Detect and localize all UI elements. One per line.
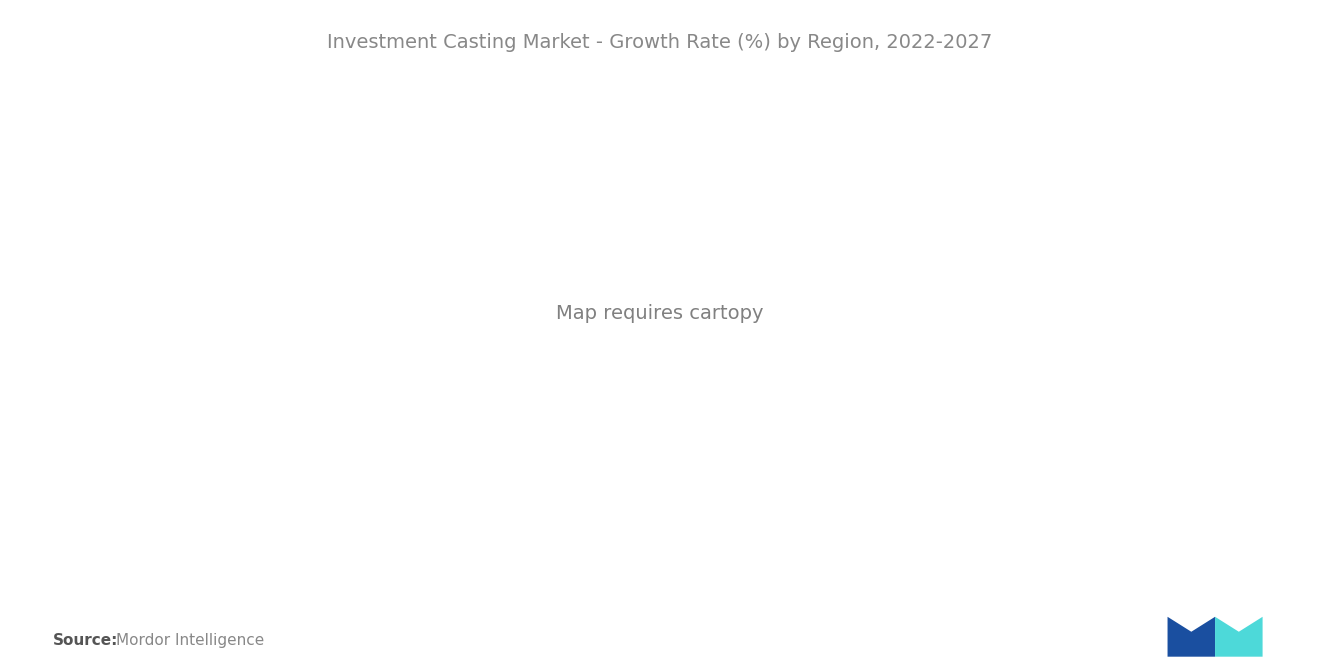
Text: Source:: Source: — [53, 633, 119, 648]
Text: Investment Casting Market - Growth Rate (%) by Region, 2022-2027: Investment Casting Market - Growth Rate … — [327, 33, 993, 53]
Text: Map requires cartopy: Map requires cartopy — [556, 304, 764, 323]
Text: Mordor Intelligence: Mordor Intelligence — [116, 633, 264, 648]
